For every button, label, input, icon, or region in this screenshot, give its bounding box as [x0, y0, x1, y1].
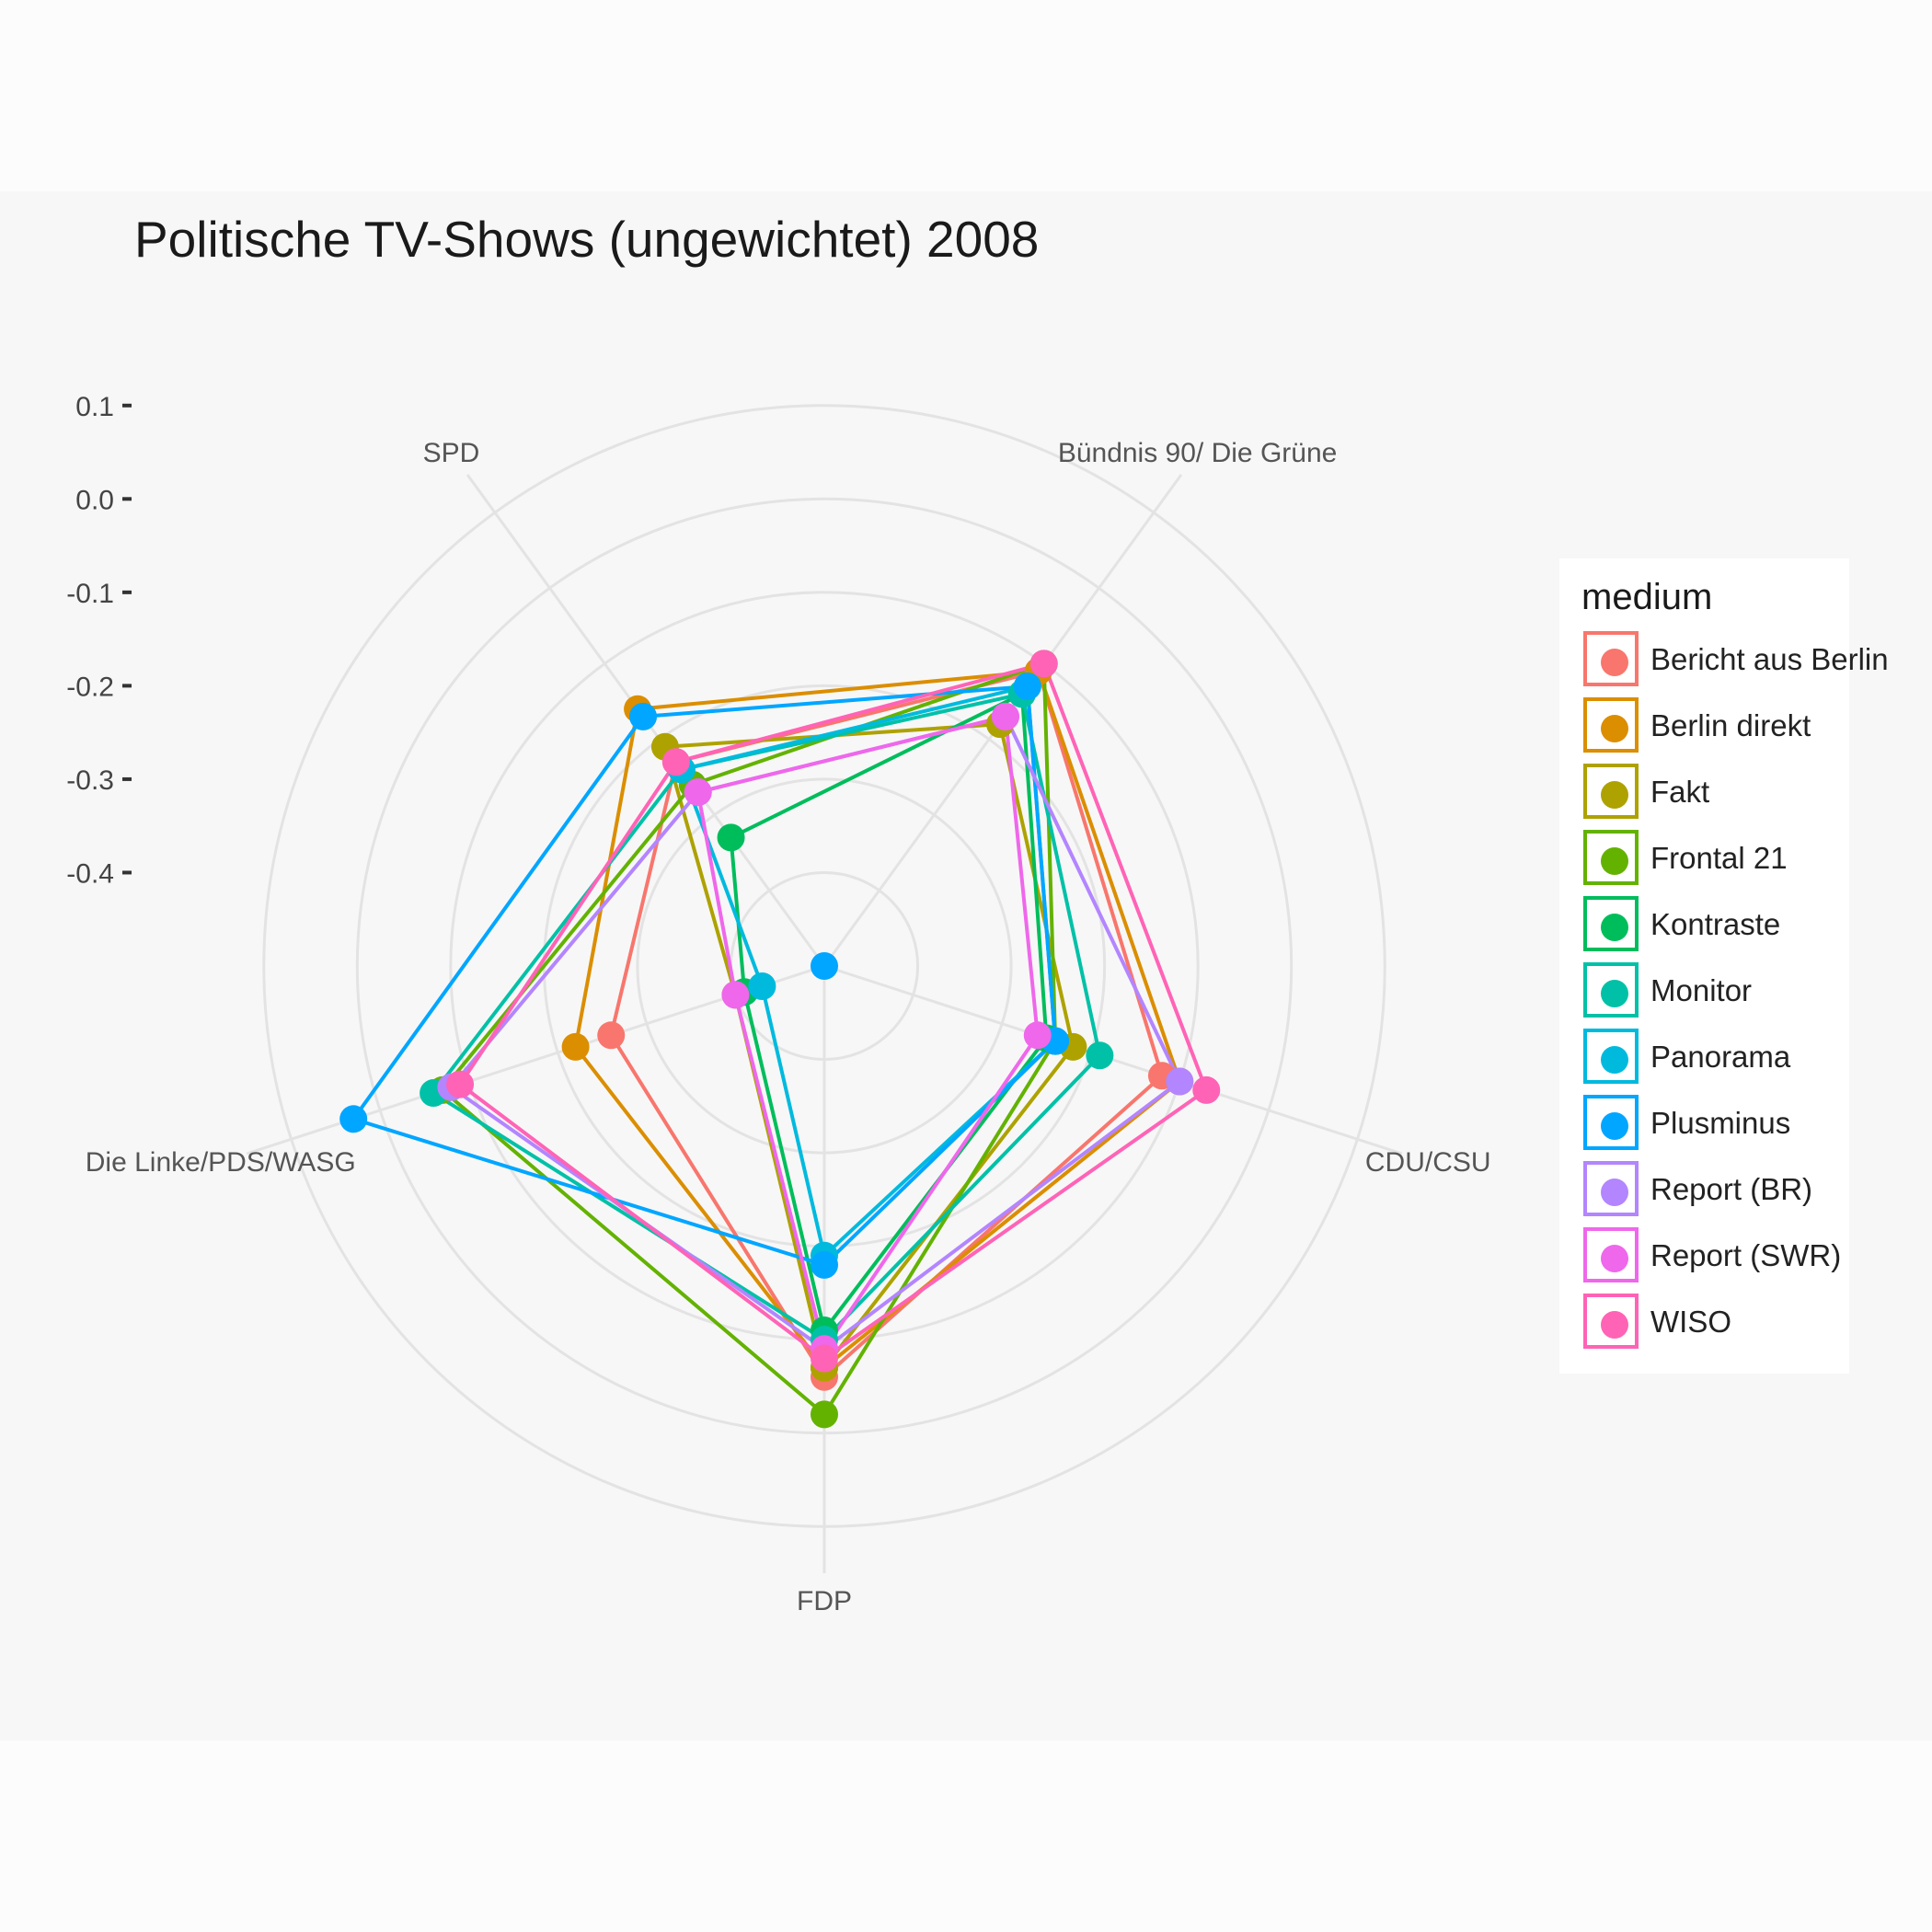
legend-key	[1583, 962, 1639, 1018]
legend-key	[1583, 830, 1639, 885]
data-point	[1029, 650, 1058, 678]
axis-label: SPD	[423, 438, 480, 468]
legend-label: Berlin direkt	[1650, 708, 1811, 742]
radial-tick-label: -0.3	[66, 765, 114, 796]
data-point	[339, 1105, 368, 1133]
data-point	[1166, 1067, 1194, 1096]
legend-item: Fakt	[1583, 764, 1850, 824]
legend-label: Plusminus	[1650, 1106, 1791, 1140]
legend-label: WISO	[1650, 1305, 1731, 1339]
legend-label: Panorama	[1650, 1040, 1791, 1074]
data-point	[446, 1070, 475, 1098]
legend-item: Frontal 21	[1583, 830, 1850, 891]
legend-key	[1583, 1029, 1639, 1084]
radial-tick-label: 0.1	[75, 392, 114, 422]
legend-item: Panorama	[1583, 1029, 1850, 1089]
legend-label: Fakt	[1650, 775, 1710, 809]
legend-key	[1583, 1294, 1639, 1349]
legend-item: Bericht aus Berlin	[1583, 631, 1889, 692]
legend-key	[1583, 631, 1639, 686]
legend-swatch	[1601, 914, 1628, 941]
radial-tick-label: -0.2	[66, 672, 114, 702]
series-line	[431, 691, 1102, 1342]
axis-label: CDU/CSU	[1365, 1147, 1491, 1178]
chart-panel: Politische TV-Shows (ungewichtet) 2008 S…	[0, 191, 1932, 1741]
legend-swatch	[1601, 649, 1628, 676]
legend-item: Report (SWR)	[1583, 1227, 1850, 1288]
legend-swatch	[1601, 1046, 1628, 1074]
chart-title: Politische TV-Shows (ungewichtet) 2008	[134, 211, 1040, 268]
legend-swatch	[1601, 1245, 1628, 1272]
series-line	[696, 714, 1040, 1354]
legend-item: Report (BR)	[1583, 1161, 1850, 1222]
legend-label: Kontraste	[1650, 907, 1781, 941]
radial-tick-label: -0.1	[66, 579, 114, 609]
data-point	[629, 702, 658, 730]
axis-label: FDP	[797, 1586, 852, 1616]
series-line	[573, 669, 1182, 1371]
data-point	[597, 1021, 626, 1050]
data-point	[661, 748, 690, 776]
legend-item: Monitor	[1583, 962, 1850, 1023]
data-point	[811, 1400, 838, 1429]
legend-swatch	[1601, 715, 1628, 742]
legend-key	[1583, 1227, 1639, 1282]
legend-swatch	[1601, 847, 1628, 875]
data-point	[748, 972, 776, 1000]
legend-swatch	[1601, 1311, 1628, 1339]
data-point	[811, 952, 838, 980]
legend-label: Report (BR)	[1650, 1172, 1813, 1206]
legend-item: Berlin direkt	[1583, 697, 1850, 758]
legend-swatch	[1601, 1179, 1628, 1206]
data-point	[717, 823, 745, 852]
legend-key	[1583, 764, 1639, 819]
legend-label: Frontal 21	[1650, 841, 1788, 875]
legend: medium Bericht aus Berlin Berlin direkt Fa…	[1559, 558, 1889, 1374]
radial-tick-label: -0.4	[66, 858, 114, 889]
data-point	[1192, 1075, 1221, 1104]
legend-swatch	[1601, 1112, 1628, 1140]
data-point	[1086, 1041, 1114, 1070]
legend-key	[1583, 1095, 1639, 1150]
axis-spoke	[823, 964, 1403, 1156]
radar-chart: SPD Bündnis 90/ Die Grüne CDU/CSU FDP Die Li…	[66, 392, 1491, 1616]
series-line	[662, 721, 1075, 1373]
series-line	[440, 661, 1058, 1418]
legend-swatch	[1601, 980, 1628, 1007]
data-point	[1013, 673, 1041, 701]
data-point	[811, 1344, 838, 1373]
axis-label: Bündnis 90/ Die Grüne	[1058, 438, 1338, 468]
legend-item: Plusminus	[1583, 1095, 1850, 1156]
legend-label: Monitor	[1650, 973, 1753, 1007]
legend-title: medium	[1581, 577, 1713, 617]
legend-item: Kontraste	[1583, 896, 1850, 957]
data-point	[684, 778, 712, 807]
data-point	[721, 981, 750, 1009]
legend-swatch	[1601, 781, 1628, 809]
radial-tick-label: 0.0	[75, 485, 114, 515]
axis-label: Die Linke/PDS/WASG	[86, 1147, 356, 1178]
legend-item: WISO	[1583, 1294, 1850, 1354]
series-line	[457, 661, 1209, 1361]
legend-key	[1583, 896, 1639, 951]
data-point	[811, 1250, 838, 1279]
series-line	[350, 684, 1058, 1268]
legend-key	[1583, 1161, 1639, 1216]
series-line	[679, 684, 1058, 1259]
legend-label: Report (SWR)	[1650, 1238, 1842, 1272]
data-point	[1023, 1021, 1052, 1050]
legend-label: Bericht aus Berlin	[1650, 642, 1889, 676]
legend-key	[1583, 697, 1639, 753]
data-point	[991, 702, 1019, 730]
data-point	[561, 1032, 590, 1061]
